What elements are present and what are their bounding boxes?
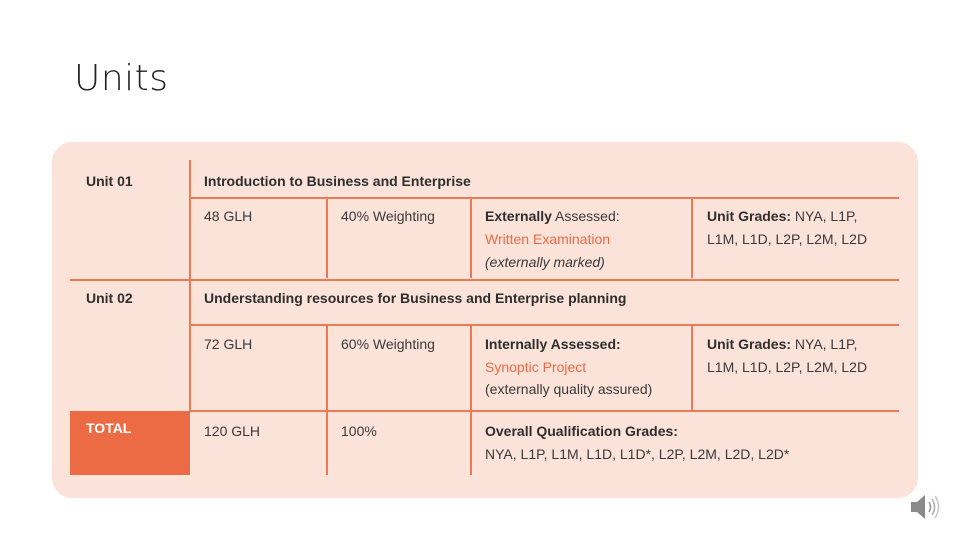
unit2-grades-line1: NYA, L1P,	[791, 336, 858, 352]
units-table-card	[52, 142, 918, 498]
unit1-glh: 48 GLH	[204, 208, 253, 224]
unit2-grades: Unit Grades: NYA, L1P,	[707, 333, 857, 356]
total-grades-label: Overall Qualification Grades:	[485, 423, 678, 439]
divider-horizontal-unit2-title	[189, 324, 899, 326]
divider-vertical-assess-2	[691, 325, 693, 411]
unit2-assessment-label: Internally Assessed:	[485, 336, 621, 352]
unit1-assessment-note: (externally marked)	[485, 254, 605, 270]
unit1-assessment: Externally Assessed:	[485, 205, 620, 228]
divider-horizontal-unit1-title	[189, 197, 899, 199]
unit2-weighting: 60% Weighting	[341, 336, 435, 352]
unit1-label: Unit 01	[86, 173, 133, 189]
unit1-grades-line1: NYA, L1P,	[791, 208, 858, 224]
total-percent: 100%	[341, 423, 377, 439]
unit1-assessment-rest: Assessed:	[551, 208, 620, 224]
divider-vertical-unit-column	[189, 160, 191, 410]
unit1-grades-line2: L1M, L1D, L2P, L2M, L2D	[707, 231, 868, 247]
unit2-grades-line2: L1M, L1D, L2P, L2M, L2D	[707, 359, 868, 375]
unit1-assessment-type: Written Examination	[485, 231, 611, 247]
unit1-weighting: 40% Weighting	[341, 208, 435, 224]
divider-vertical-weight-2	[470, 325, 472, 475]
slide-title: Units	[74, 58, 169, 99]
divider-horizontal-unit2-bottom	[189, 410, 899, 412]
unit1-assessment-label: Externally	[485, 208, 552, 224]
divider-vertical-glh-1	[326, 198, 328, 278]
divider-vertical-weight-1	[470, 198, 472, 278]
total-grades-values: NYA, L1P, L1M, L1D, L1D*, L2P, L2M, L2D,…	[485, 446, 790, 462]
total-cell	[70, 411, 190, 475]
total-glh: 120 GLH	[204, 423, 261, 439]
speaker-icon[interactable]	[908, 490, 944, 524]
unit2-glh: 72 GLH	[204, 336, 253, 352]
unit2-title: Understanding resources for Business and…	[204, 290, 627, 306]
unit1-grades: Unit Grades: NYA, L1P,	[707, 205, 857, 228]
divider-horizontal-unit1-bottom	[70, 279, 899, 281]
divider-vertical-assess-1	[691, 198, 693, 278]
total-label: TOTAL	[86, 420, 132, 436]
unit1-grades-label: Unit Grades:	[707, 208, 792, 224]
unit1-title: Introduction to Business and Enterprise	[204, 173, 471, 189]
unit2-assessment-type: Synoptic Project	[485, 359, 587, 375]
divider-vertical-glh-2	[326, 325, 328, 475]
unit2-grades-label: Unit Grades:	[707, 336, 792, 352]
unit2-label: Unit 02	[86, 290, 133, 306]
unit2-assessment-note: (externally quality assured)	[485, 381, 653, 397]
